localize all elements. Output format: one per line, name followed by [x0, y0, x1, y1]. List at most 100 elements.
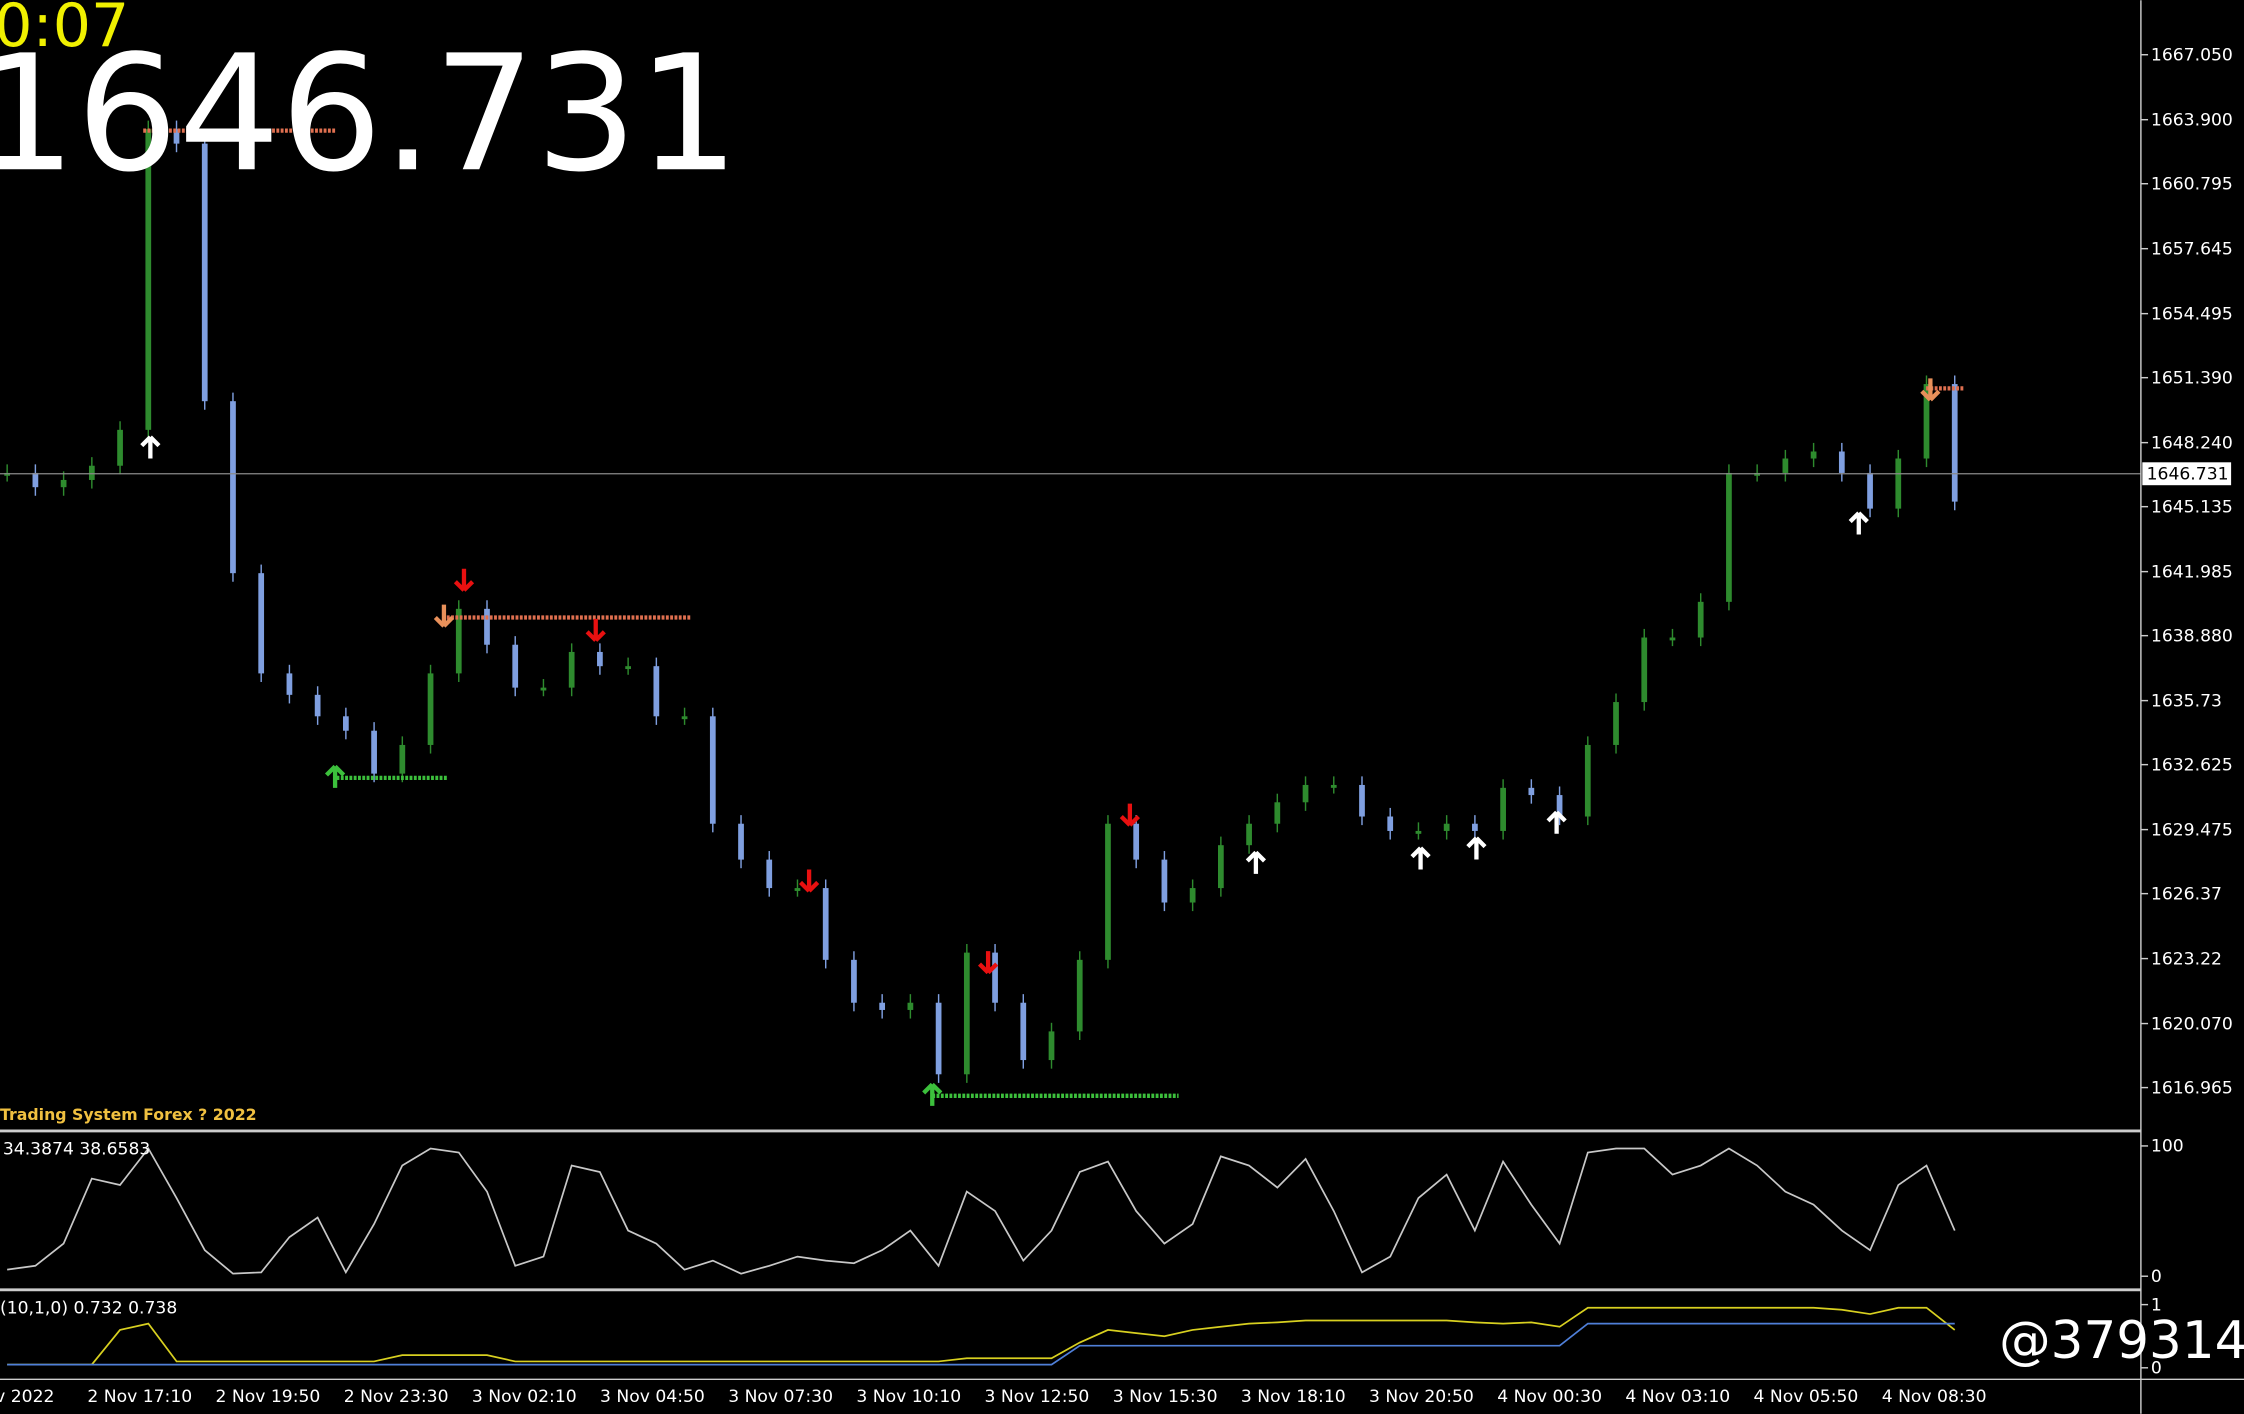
candle [60, 479, 67, 488]
candle [1867, 472, 1873, 509]
indicator-line [7, 1146, 1956, 1275]
signal-arrow [585, 618, 606, 642]
candle [907, 1002, 914, 1010]
y-tick-label: 1663.900 [2151, 110, 2233, 130]
signal-arrow [798, 869, 820, 893]
candle [879, 1002, 886, 1010]
candle [1669, 637, 1676, 641]
x-tick-label: 2 Nov 17:10 [87, 1387, 192, 1407]
candle [1133, 823, 1140, 860]
candle [1726, 472, 1732, 602]
candle [343, 716, 349, 731]
y-tick-label: 1657.645 [2151, 239, 2233, 259]
signal-arrow [1466, 836, 1487, 860]
candle [963, 952, 970, 1075]
indicator-title: Trading System Forex ? 2022 [0, 1105, 257, 1124]
y-tick-label: 1623.22 [2151, 949, 2222, 969]
x-tick-label: 4 Nov 03:10 [1625, 1387, 1730, 1407]
candle [1584, 744, 1591, 817]
candle [992, 952, 998, 1003]
candle [286, 673, 293, 695]
candle [681, 716, 688, 720]
candle [1048, 1031, 1055, 1061]
y-tick-label: 1660.795 [2151, 174, 2233, 194]
x-tick-label: 4 Nov 08:30 [1882, 1387, 1987, 1407]
candle [4, 472, 11, 476]
candle [766, 859, 773, 889]
x-tick-label: 2 Nov 23:30 [344, 1387, 449, 1407]
price-tag-label: 1646.731 [2147, 464, 2229, 484]
y-tick-label: 0 [2151, 1359, 2162, 1379]
candle [117, 429, 123, 466]
candle [1641, 637, 1648, 703]
candle [484, 608, 490, 645]
candle [568, 651, 575, 688]
y-tick-label: 1648.240 [2151, 433, 2233, 453]
candle [1105, 823, 1111, 960]
candle [935, 1002, 942, 1075]
candle [597, 651, 603, 667]
indicator-line [7, 1306, 1956, 1366]
candle [1697, 601, 1704, 638]
candle [371, 730, 377, 774]
candle [1020, 1002, 1027, 1061]
y-tick-label: 1635.73 [2151, 691, 2222, 711]
oscillator-readout: 34.3874 38.6583 [3, 1140, 150, 1160]
candle [314, 694, 321, 717]
candle [1246, 823, 1252, 846]
x-tick-label: 3 Nov 07:30 [728, 1387, 833, 1407]
candle [1810, 451, 1817, 459]
big-price: 1646.731 [0, 20, 739, 207]
candle [173, 129, 180, 144]
x-tick-label: 3 Nov 02:10 [472, 1387, 577, 1407]
y-tick-label: 1645.135 [2151, 497, 2233, 517]
signal-arrow [1410, 846, 1431, 870]
candle [1443, 823, 1450, 831]
candle [512, 644, 519, 688]
y-tick-label: 1 [2151, 1295, 2162, 1315]
candle [540, 687, 547, 691]
clock: 0:07 [0, 0, 129, 61]
signal-arrow [1245, 850, 1267, 874]
candle [399, 744, 406, 774]
signal-arrow [1848, 511, 1869, 535]
signal-arrow [453, 568, 475, 592]
candle [88, 465, 95, 480]
y-tick-label: 0 [2151, 1267, 2162, 1287]
y-tick-label: 1632.625 [2151, 755, 2233, 775]
y-tick-label: 1638.880 [2151, 626, 2233, 646]
candle [201, 143, 208, 402]
candle [1387, 816, 1394, 831]
watermark: @379314 [1999, 1311, 2244, 1371]
signal-arrow [1546, 810, 1567, 834]
x-tick-label: 3 Nov 15:30 [1113, 1387, 1218, 1407]
candle [1415, 830, 1422, 834]
candle [427, 673, 434, 745]
signal-arrow [140, 435, 161, 459]
candle [1754, 472, 1761, 476]
candle [794, 888, 801, 891]
candle [1217, 845, 1224, 889]
y-tick-label: 1620.070 [2151, 1014, 2233, 1034]
y-tick-label: 1654.495 [2151, 304, 2233, 324]
candle [1330, 784, 1337, 788]
candle [1500, 787, 1506, 831]
candle [1161, 859, 1168, 903]
y-tick-label: 1667.050 [2151, 45, 2233, 65]
indicator-line [7, 1322, 1955, 1366]
y-tick-label: 1616.965 [2151, 1078, 2233, 1098]
x-tick-label: 4 Nov 00:30 [1497, 1387, 1602, 1407]
signal-arrow [977, 951, 999, 975]
y-tick-label: 1651.390 [2151, 368, 2233, 388]
candle [822, 888, 829, 960]
candle [1274, 802, 1281, 824]
signal-arrow [433, 604, 455, 628]
candle [1951, 384, 1958, 502]
candle [851, 959, 857, 1003]
candle [1556, 795, 1563, 817]
candle [1923, 384, 1930, 459]
bottom-readout: (10,1,0) 0.732 0.738 [0, 1298, 177, 1318]
candle [1472, 823, 1478, 831]
